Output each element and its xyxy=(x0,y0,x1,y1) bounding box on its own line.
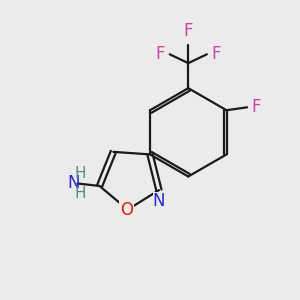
Text: O: O xyxy=(120,201,133,219)
Text: F: F xyxy=(212,45,221,63)
Text: H: H xyxy=(74,166,86,181)
Text: F: F xyxy=(252,98,261,116)
Text: N: N xyxy=(67,174,80,192)
Text: F: F xyxy=(184,22,193,40)
Text: H: H xyxy=(74,186,86,201)
Text: F: F xyxy=(155,45,165,63)
Text: N: N xyxy=(153,193,165,211)
